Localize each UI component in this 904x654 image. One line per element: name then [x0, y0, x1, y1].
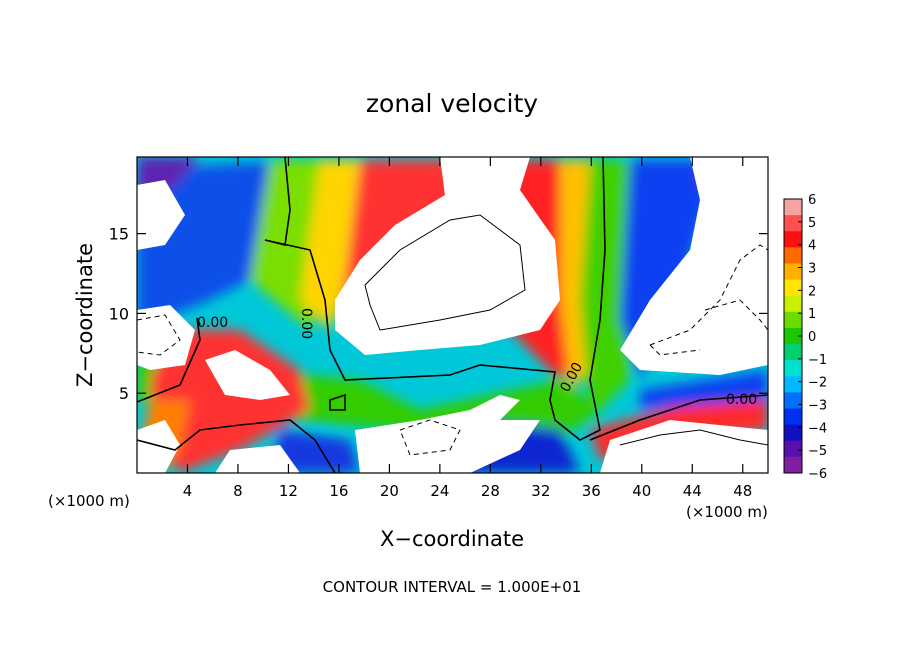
- field-region-saturated-bottom-center: [355, 395, 540, 473]
- x-tick-label: 48: [733, 482, 752, 500]
- colorbar: 6 5 4 3 2 1 0 −1 −2 −3 −4 −5 −6: [783, 193, 827, 482]
- colorbar-swatch: [784, 392, 802, 410]
- contour-line-zero-right: [589, 394, 768, 441]
- x-unit-label-left: (×1000 m): [48, 492, 130, 510]
- x-axis-label: X−coordinate: [380, 527, 524, 551]
- contour-line-zero-small: [329, 393, 346, 411]
- colorbar-swatch: [784, 424, 802, 442]
- field-region-saturated-lowleft: [205, 350, 290, 400]
- contour-label: 0.00: [726, 392, 757, 408]
- field-region-saturated-corner: [137, 420, 180, 473]
- x-tick-label: 32: [531, 482, 550, 500]
- colorbar-tick-label: 0: [808, 330, 816, 345]
- x-tick-label: 44: [683, 482, 702, 500]
- contour-line-negative-lower: [399, 419, 461, 456]
- colorbar-swatch: [784, 215, 802, 232]
- colorbar-tick-label: −3: [808, 399, 827, 414]
- y-tick-label: 5: [119, 384, 129, 403]
- colorbar-swatch: [784, 456, 802, 474]
- contour-line-negative-right: [649, 244, 768, 356]
- colorbar-tick-label: −5: [808, 444, 827, 459]
- field-region-saturated-left-upper: [137, 180, 185, 250]
- y-axis-label: Z−coordinate: [73, 243, 97, 387]
- contour-label: 0.00: [298, 308, 314, 339]
- contour-line-positive: [364, 214, 526, 331]
- colorbar-swatch: [784, 263, 802, 281]
- x-tick-label: 28: [481, 482, 500, 500]
- colorbar-tick-label: −4: [808, 421, 827, 436]
- x-tick-label: 24: [430, 482, 449, 500]
- colorbar-tick-label: −2: [808, 376, 827, 391]
- y-tick-label: 10: [109, 304, 129, 323]
- x-axis: 4 8 12 16 20 24 28 32 36 40 44 48: [183, 157, 752, 500]
- colorbar-tick-label: −1: [808, 353, 827, 368]
- contour-label: 0.00: [197, 315, 228, 331]
- field-region-saturated-strip: [215, 445, 300, 473]
- x-tick-label: 12: [279, 482, 298, 500]
- contour-line-negative-left: [137, 314, 181, 356]
- colorbar-tick-label: 4: [808, 239, 816, 254]
- colorbar-tick-label: 1: [808, 307, 816, 322]
- colorbar-swatch: [784, 344, 802, 361]
- colorbar-swatch: [784, 440, 802, 458]
- plot-frame: [136, 156, 769, 474]
- colorbar-tick-label: 5: [808, 216, 816, 231]
- field-region-saturated-top-center: [335, 157, 560, 355]
- y-axis: 5 10 15: [109, 225, 768, 403]
- x-tick-label: 8: [233, 482, 243, 500]
- x-tick-label: 16: [329, 482, 348, 500]
- x-tick-label: 20: [380, 482, 399, 500]
- colorbar-swatch: [784, 360, 802, 377]
- x-tick-label: 4: [183, 482, 193, 500]
- colorbar-tick-label: −6: [808, 467, 827, 482]
- x-tick-label: 36: [582, 482, 601, 500]
- colorbar-swatch: [784, 247, 802, 264]
- colorbar-tick-label: 3: [808, 262, 816, 277]
- colorbar-swatch: [784, 311, 802, 329]
- contour-line-zero-lower: [137, 419, 336, 473]
- field-region-blue-bottom: [270, 430, 360, 473]
- colorbar-swatch: [784, 295, 802, 313]
- colorbar-swatch: [784, 408, 802, 426]
- field-region-saturated-right: [620, 157, 768, 375]
- colorbar-swatch: [784, 279, 802, 297]
- chart-title: zonal velocity: [366, 89, 538, 118]
- field-region-saturated-bottom-right: [600, 420, 768, 473]
- contour-interval-footer: CONTOUR INTERVAL = 1.000E+01: [323, 578, 582, 596]
- x-tick-label: 40: [632, 482, 651, 500]
- colorbar-swatch: [784, 327, 802, 345]
- contour-line-positive-right: [619, 429, 768, 446]
- colorbar-tick-label: 2: [808, 284, 816, 299]
- colorbar-swatch: [784, 199, 802, 216]
- contour-line-zero-left: [137, 317, 201, 403]
- contour-line-zero-upper: [264, 157, 606, 441]
- x-unit-label-right: (×1000 m): [686, 503, 768, 521]
- colorbar-swatch: [784, 376, 802, 393]
- field-region-blue-lowright: [640, 370, 768, 410]
- y-tick-label: 15: [109, 225, 129, 244]
- colorbar-swatch: [784, 231, 802, 248]
- field-region-yellow-upper: [300, 160, 440, 330]
- velocity-field: 0.00 0.00 0.00 0.00: [137, 157, 768, 473]
- colorbar-tick-label: 6: [808, 193, 816, 208]
